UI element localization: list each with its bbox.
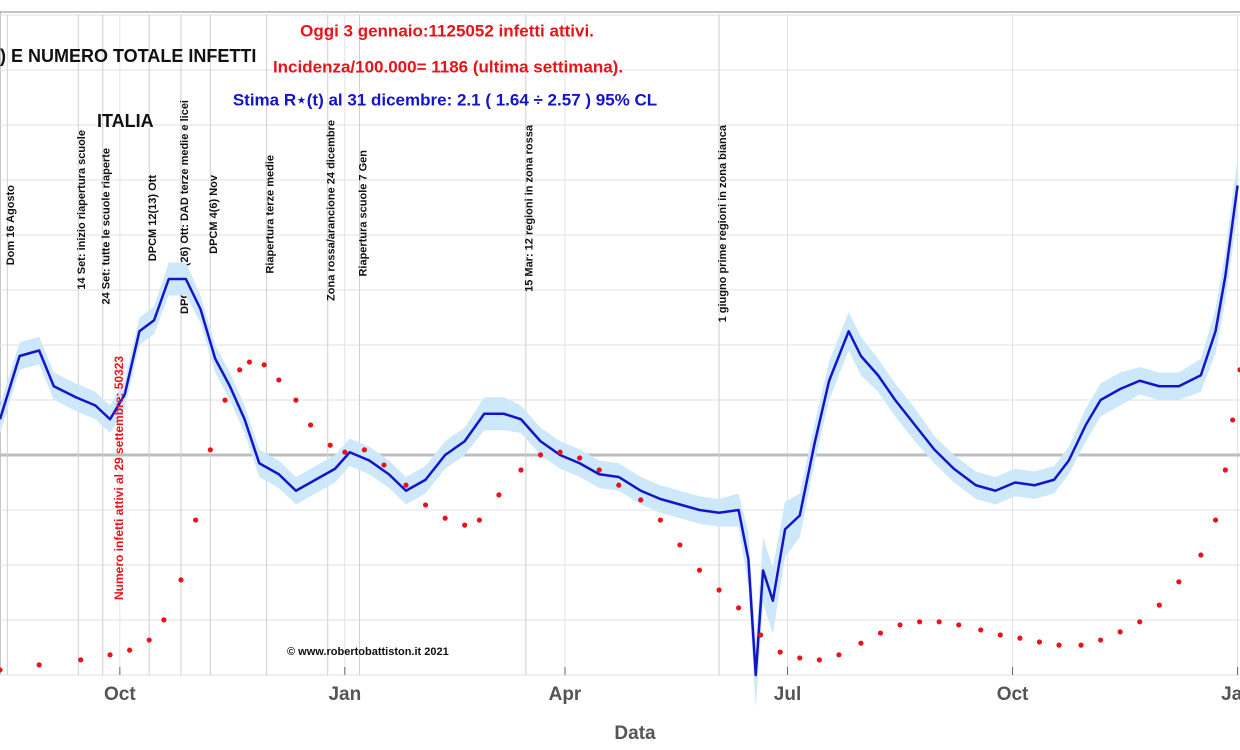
data-point — [956, 622, 962, 628]
x-tick-label: Jul — [774, 684, 801, 705]
start-count-note: Numero infetti attivi al 29 settembre: 5… — [112, 356, 126, 600]
data-point — [496, 492, 502, 498]
event-label: Riapertura terze medie — [264, 155, 276, 274]
data-point — [1222, 467, 1228, 473]
data-point — [917, 619, 923, 625]
data-point — [616, 482, 622, 488]
data-point — [836, 652, 842, 658]
data-point — [1176, 579, 1182, 585]
data-point — [381, 462, 387, 468]
data-point — [237, 367, 243, 373]
data-point — [207, 447, 213, 453]
data-point — [342, 449, 348, 455]
data-point — [261, 362, 267, 368]
data-point — [677, 542, 683, 548]
event-label: Zona rossa/arancione 24 dicembre — [326, 120, 338, 301]
event-label: 15 Mar: 12 regioni in zona rossa — [524, 124, 536, 292]
data-point — [758, 632, 764, 638]
event-label: Dom 16 Agosto — [5, 185, 17, 266]
data-point — [1056, 642, 1062, 648]
chart-title: ) E NUMERO TOTALE INFETTI — [0, 46, 256, 66]
data-point — [246, 359, 253, 365]
event-label: DPCM 25(26) Ott: DAD terze medie e licei — [179, 100, 191, 314]
confidence-band — [0, 158, 1238, 708]
data-point — [638, 497, 644, 503]
data-point — [403, 482, 409, 488]
estimate-note: Stima R⋆(t) al 31 dicembre: 2.1 ( 1.64 ÷… — [233, 90, 657, 109]
region-label: ITALIA — [97, 111, 154, 131]
data-point — [716, 587, 722, 593]
event-label: DPCM 4(6) Nov — [208, 174, 220, 254]
data-point — [816, 657, 822, 663]
x-axis-label: Data — [614, 723, 656, 744]
x-tick-label: Jan — [328, 684, 361, 705]
data-point — [1097, 637, 1104, 643]
data-point — [422, 502, 429, 508]
line-series — [0, 185, 1239, 677]
copyright: © www.robertobattiston.it 2021 — [287, 646, 449, 658]
data-point — [997, 632, 1003, 638]
data-point — [797, 655, 803, 661]
data-point — [696, 567, 703, 573]
data-point — [1230, 417, 1236, 423]
data-point — [308, 422, 314, 428]
grid: Oct Jan Apr Jul Oct Jan — [0, 11, 1240, 705]
data-point — [462, 522, 468, 528]
data-point — [736, 605, 742, 611]
today-note: Oggi 3 gennaio:1125052 infetti attivi. — [300, 21, 594, 40]
x-tick-label: Oct — [104, 684, 136, 705]
data-point — [327, 442, 333, 448]
data-point — [193, 517, 199, 523]
data-point — [1078, 642, 1084, 648]
data-point — [161, 617, 167, 623]
event-label: 24 Set: tutte le scuole riaperte — [101, 148, 113, 305]
data-point — [777, 649, 783, 655]
data-point — [293, 397, 299, 403]
data-point — [1198, 552, 1204, 558]
event-label: 1 giugno prime regioni in zona bianca — [717, 124, 729, 322]
x-tick-label: Oct — [997, 684, 1029, 705]
incidence-note: Incidenza/100.000= 1186 (ultima settiman… — [273, 57, 623, 76]
data-point — [596, 467, 602, 473]
data-point — [537, 452, 544, 458]
data-point — [1212, 517, 1219, 523]
data-point — [1036, 639, 1043, 645]
data-point — [36, 662, 42, 668]
data-point — [1117, 629, 1123, 635]
data-point — [577, 455, 583, 461]
data-point — [657, 517, 663, 523]
data-point — [1017, 635, 1023, 641]
data-point — [276, 377, 282, 383]
x-tick-label: Apr — [549, 684, 582, 705]
data-point — [476, 517, 482, 523]
data-point — [1156, 602, 1162, 608]
plot-area: Dom 16 Agosto 14 Set: inizio riapertura s… — [0, 100, 1240, 708]
data-point — [78, 657, 84, 663]
data-point — [146, 637, 152, 643]
data-point — [127, 647, 133, 653]
data-point — [557, 449, 563, 455]
data-point — [978, 627, 984, 633]
data-point — [518, 467, 524, 473]
data-point — [361, 447, 368, 453]
data-point — [0, 667, 3, 673]
data-point — [442, 515, 448, 521]
event-label: DPCM 12(13) Ott — [147, 175, 159, 262]
data-point — [877, 630, 884, 636]
data-point — [107, 652, 113, 658]
x-tick-label: Jan — [1221, 684, 1240, 705]
data-point — [1137, 619, 1143, 625]
data-point — [858, 640, 864, 646]
data-point — [1237, 367, 1240, 373]
data-point — [222, 397, 228, 403]
event-label: 14 Set: inizio riapertura scuole — [76, 130, 88, 290]
event-label: Riapertura scuole 7 Gen — [357, 150, 369, 277]
data-point — [897, 622, 903, 628]
data-point — [178, 577, 184, 583]
data-point — [936, 619, 942, 625]
